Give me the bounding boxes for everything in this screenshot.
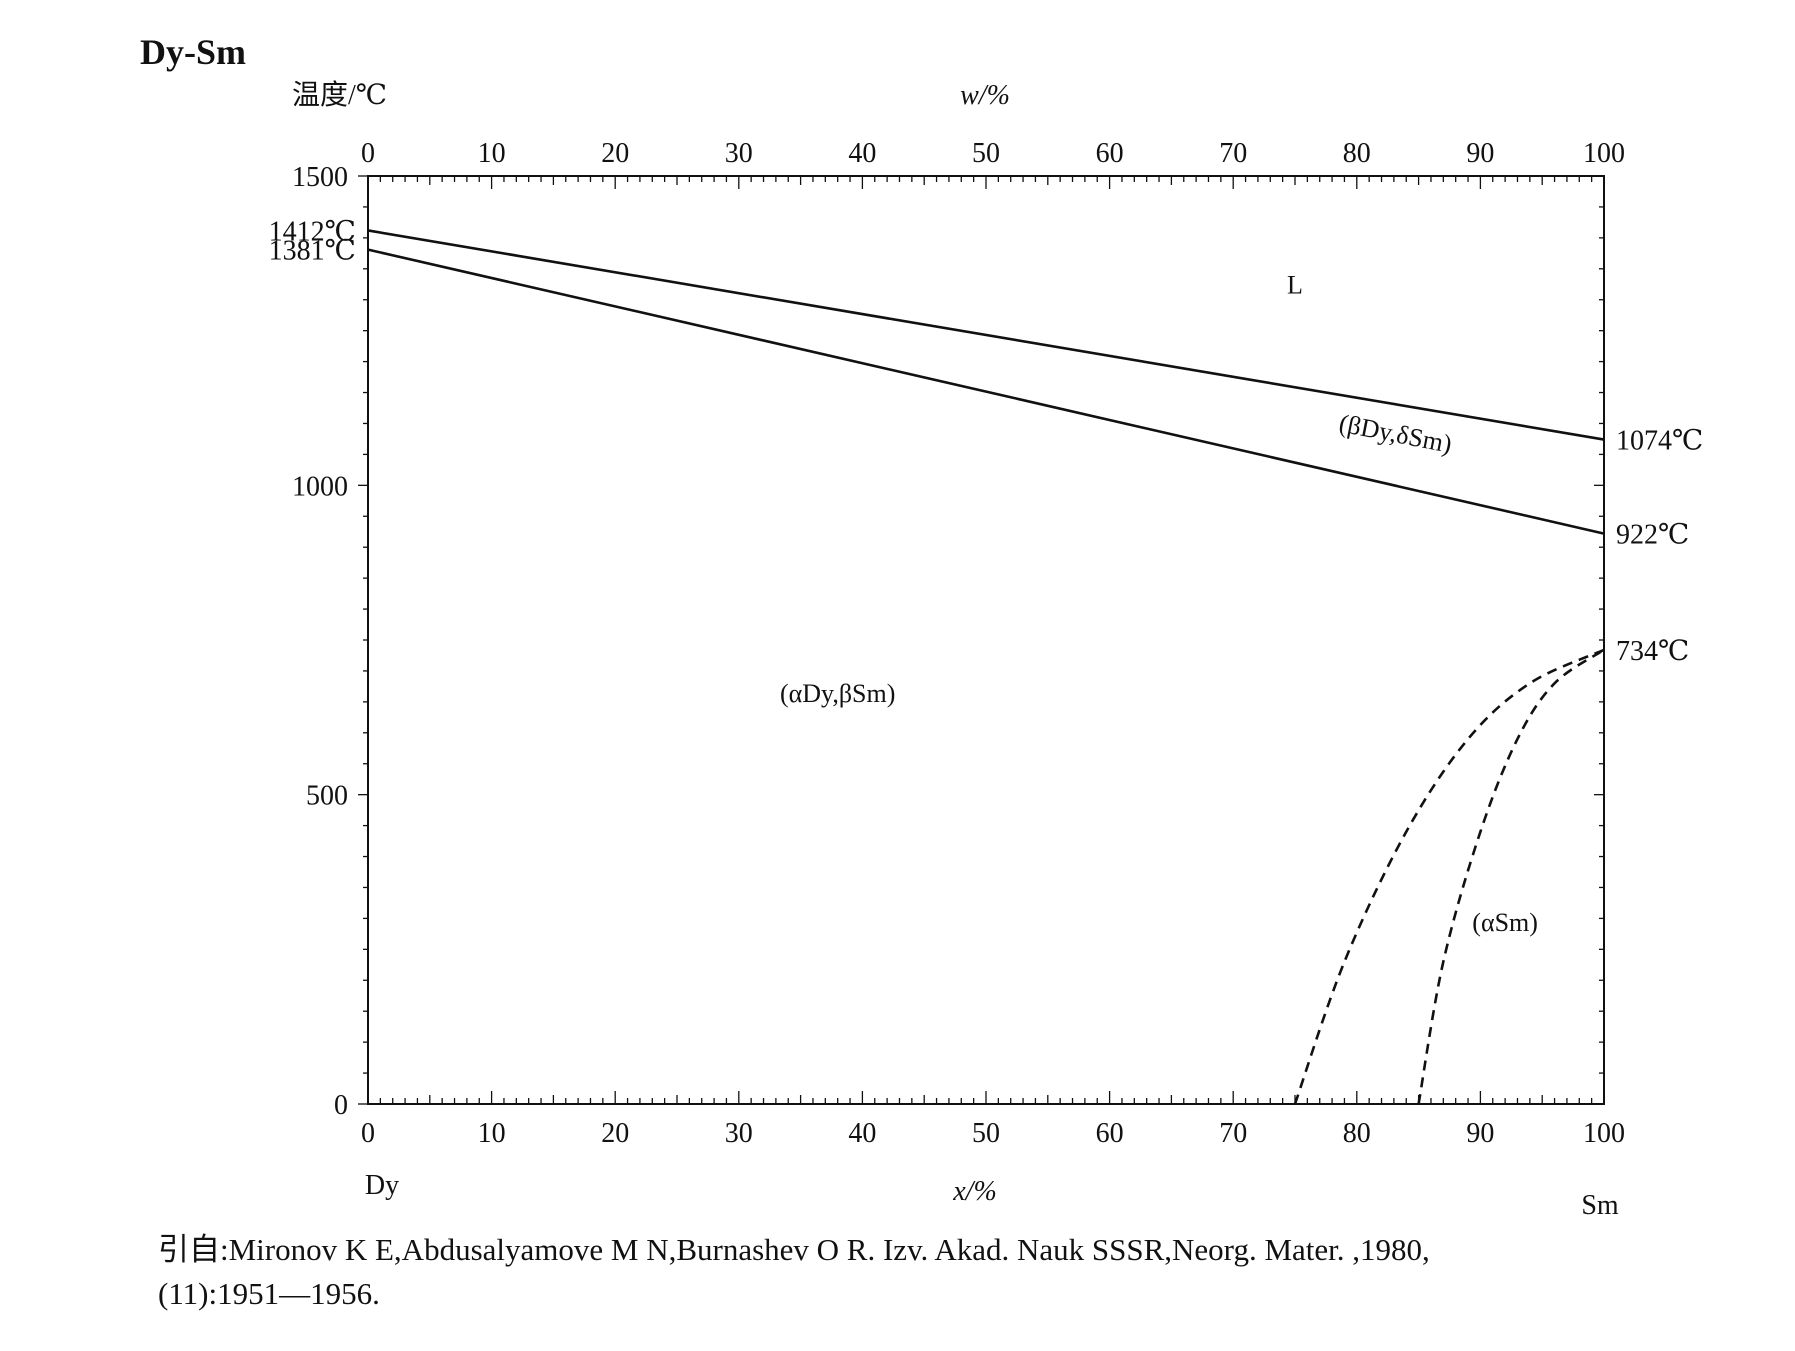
left-component-label: Dy xyxy=(365,1170,399,1201)
solvus-boundary-3 xyxy=(1417,648,1605,1105)
y-tick-label: 1500 xyxy=(292,162,348,193)
top-tick-label: 80 xyxy=(1343,138,1371,169)
top-tick-label: 0 xyxy=(361,138,375,169)
citation-line-1: 引自:Mironov K E,Abdusalyamove M N,Burnash… xyxy=(158,1232,1430,1267)
bottom-tick-label: 90 xyxy=(1466,1118,1494,1149)
y-tick-label: 1000 xyxy=(292,471,348,502)
phase-region-label: (αSm) xyxy=(1472,908,1538,937)
temperature-label: 1381℃ xyxy=(269,236,356,267)
phase-region-label: (αDy,βSm) xyxy=(780,679,895,708)
bottom-tick-label: 70 xyxy=(1219,1118,1247,1149)
axes: 0 10 20 30 40 50 60 70 80 90 1000 10 20 30 40 50 60 70 80 9… xyxy=(292,138,1625,1149)
top-tick-label: 100 xyxy=(1583,138,1625,169)
bottom-tick-label: 10 xyxy=(478,1118,506,1149)
chart-title: Dy-Sm xyxy=(140,32,246,72)
top-tick-label: 90 xyxy=(1466,138,1494,169)
top-tick-label: 50 xyxy=(972,138,1000,169)
top-tick-label: 70 xyxy=(1219,138,1247,169)
y-tick-label: 0 xyxy=(334,1090,348,1121)
plot-frame xyxy=(367,175,1605,1105)
top-tick-label: 10 xyxy=(478,138,506,169)
top-tick-label: 40 xyxy=(848,138,876,169)
phase-boundary-1 xyxy=(367,248,1605,535)
phase-boundaries xyxy=(367,229,1605,1105)
top-tick-label: 20 xyxy=(601,138,629,169)
bottom-tick-label: 40 xyxy=(848,1118,876,1149)
citation: 引自:Mironov K E,Abdusalyamove M N,Burnash… xyxy=(158,1228,1778,1316)
phase-region-label: (βDy,δSm) xyxy=(1337,409,1455,459)
temperature-label: 1074℃ xyxy=(1616,426,1703,457)
phase-boundary-0 xyxy=(367,229,1605,441)
temperature-label: 734℃ xyxy=(1616,636,1689,667)
bottom-tick-label: 0 xyxy=(361,1118,375,1149)
bottom-tick-label: 100 xyxy=(1583,1118,1625,1149)
right-component-label: Sm xyxy=(1581,1190,1619,1221)
solvus-boundary-2 xyxy=(1293,648,1605,1105)
temperature-label: 1412℃ xyxy=(269,216,356,247)
temperature-label: 922℃ xyxy=(1616,520,1689,551)
bottom-tick-label: 50 xyxy=(972,1118,1000,1149)
bottom-tick-label: 20 xyxy=(601,1118,629,1149)
bottom-tick-label: 60 xyxy=(1096,1118,1124,1149)
top-tick-label: 60 xyxy=(1096,138,1124,169)
phase-region-label: L xyxy=(1287,271,1303,300)
bottom-tick-label: 30 xyxy=(725,1118,753,1149)
top-x-axis-label: w/% xyxy=(960,80,1010,111)
y-axis-label: 温度/℃ xyxy=(292,79,387,111)
x-axis-label: x/% xyxy=(952,1176,997,1207)
bottom-tick-label: 80 xyxy=(1343,1118,1371,1149)
top-tick-label: 30 xyxy=(725,138,753,169)
y-tick-label: 500 xyxy=(306,781,348,812)
citation-line-2: (11):1951—1956. xyxy=(158,1276,380,1311)
